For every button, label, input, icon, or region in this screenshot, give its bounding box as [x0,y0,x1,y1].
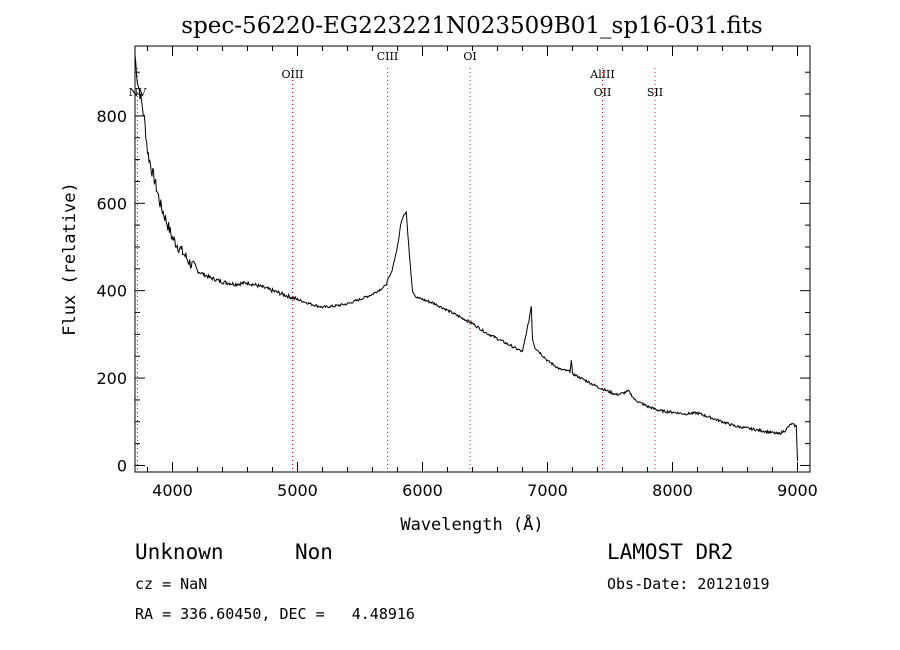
x-tick-label: 7000 [527,481,568,500]
object-subclass: Non [295,540,333,564]
emission-line-label: AlIII [589,68,615,81]
chart-title: spec-56220-EG223221N023509B01_sp16-031.f… [181,13,762,39]
x-tick-label: 9000 [777,481,818,500]
redshift-text: cz = NaN [135,575,208,593]
object-class: Unknown [135,540,224,564]
y-tick-label: 800 [96,107,127,126]
y-tick-label: 600 [96,194,127,213]
spectrum-line [134,54,798,462]
x-tick-label: 5000 [277,481,318,500]
coordinates: RA = 336.60450, DEC = 4.48916 [135,605,415,623]
x-tick-label: 4000 [152,481,193,500]
axis-ticks: 4000 5000 6000 7000 8000 9000 0 200 400 600 800 [96,46,818,500]
survey-name: LAMOST DR2 [607,540,734,564]
emission-line-markers: NV OIII CIII OI AlIII OII SII [129,50,663,472]
y-tick-label: 0 [117,456,127,475]
emission-line-label: OIII [281,68,303,81]
emission-line-label: NV [129,86,148,99]
emission-line-label: OII [594,86,612,99]
y-axis-label: Flux (relative) [60,182,80,336]
y-tick-label: 400 [96,282,127,301]
plot-frame [134,45,811,473]
x-tick-label: 8000 [652,481,693,500]
x-axis-label: Wavelength (Å) [400,513,543,535]
x-tick-label: 6000 [402,481,443,500]
y-tick-label: 200 [96,369,127,388]
emission-line-label: SII [647,86,663,99]
emission-line-label: OI [463,50,476,63]
obs-date: Obs-Date: 20121019 [607,575,770,593]
emission-line-label: CIII [377,50,398,63]
